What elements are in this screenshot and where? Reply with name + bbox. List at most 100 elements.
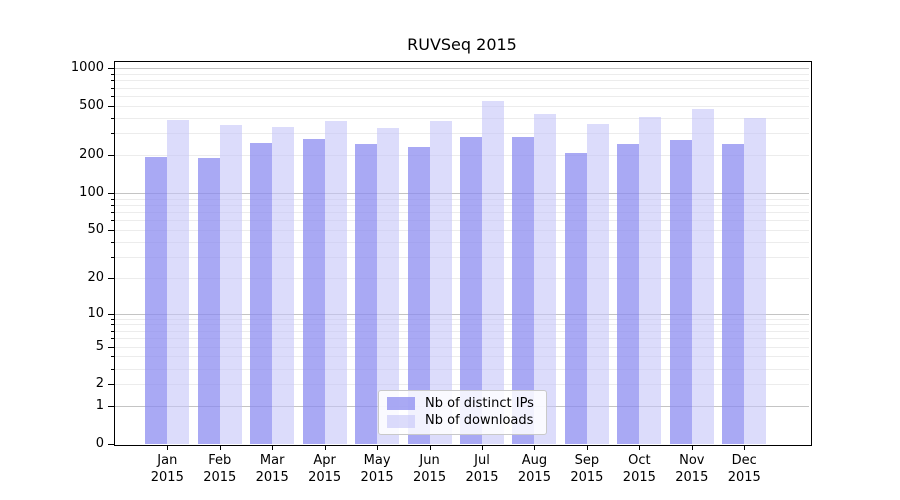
bar-distinct-ips-may bbox=[355, 143, 378, 444]
bar-distinct-ips-apr bbox=[302, 139, 325, 444]
y-minor-tick bbox=[111, 318, 114, 320]
y-minor-tick bbox=[111, 338, 114, 340]
gridline-minor bbox=[115, 117, 809, 119]
x-tick-label: Jun 2015 bbox=[413, 453, 447, 485]
y-tick bbox=[108, 406, 114, 408]
y-tick bbox=[108, 278, 114, 280]
x-tick bbox=[429, 445, 431, 450]
x-tick bbox=[167, 445, 169, 450]
y-tick-label: 0 bbox=[95, 436, 104, 451]
gridline-minor bbox=[115, 133, 809, 135]
bar-downloads-nov bbox=[691, 109, 714, 444]
gridline-major bbox=[115, 68, 809, 70]
bar-distinct-ips-jan bbox=[145, 157, 168, 444]
bar-downloads-dec bbox=[744, 118, 767, 444]
bar-distinct-ips-mar bbox=[250, 143, 273, 444]
x-tick bbox=[691, 445, 693, 450]
gridline-minor bbox=[115, 87, 809, 89]
bar-distinct-ips-aug bbox=[512, 136, 535, 444]
y-tick-label: 5 bbox=[95, 338, 104, 354]
y-tick bbox=[108, 313, 114, 315]
y-tick bbox=[108, 444, 114, 445]
x-tick-label: Oct 2015 bbox=[622, 453, 656, 485]
gridline-minor bbox=[115, 73, 809, 75]
y-tick bbox=[108, 384, 114, 386]
y-tick bbox=[108, 192, 114, 194]
bar-distinct-ips-oct bbox=[617, 144, 640, 444]
bar-distinct-ips-dec bbox=[722, 144, 745, 444]
x-tick bbox=[534, 445, 536, 450]
legend-swatch-distinct-ips bbox=[387, 397, 415, 411]
y-minor-tick bbox=[111, 204, 114, 206]
bar-downloads-sep bbox=[586, 124, 609, 444]
x-tick-label: Mar 2015 bbox=[255, 453, 289, 485]
legend: Nb of distinct IPs Nb of downloads bbox=[378, 390, 547, 435]
bar-downloads-jan bbox=[167, 119, 190, 444]
y-minor-tick bbox=[111, 87, 114, 89]
legend-label-downloads: Nb of downloads bbox=[425, 413, 534, 429]
y-tick-label: 200 bbox=[79, 147, 104, 163]
y-minor-tick bbox=[111, 356, 114, 358]
x-tick bbox=[377, 445, 379, 450]
y-minor-tick bbox=[111, 330, 114, 332]
y-tick-label: 2 bbox=[95, 376, 104, 392]
y-minor-tick bbox=[111, 80, 114, 82]
x-tick-label: Aug 2015 bbox=[517, 453, 551, 485]
bar-downloads-oct bbox=[639, 116, 662, 444]
x-tick bbox=[482, 445, 483, 450]
x-tick bbox=[639, 445, 641, 450]
legend-item-downloads: Nb of downloads bbox=[387, 414, 538, 428]
bar-downloads-aug bbox=[534, 113, 557, 444]
y-minor-tick bbox=[111, 220, 114, 222]
y-tick bbox=[108, 68, 114, 70]
x-tick-label: Nov 2015 bbox=[675, 453, 709, 485]
y-tick-label: 1 bbox=[95, 398, 104, 414]
bar-downloads-jun bbox=[429, 120, 452, 444]
bar-distinct-ips-jun bbox=[407, 146, 430, 444]
gridline-minor bbox=[115, 105, 809, 107]
x-tick-label: May 2015 bbox=[360, 453, 394, 485]
x-tick-label: Jan 2015 bbox=[150, 453, 184, 485]
bar-downloads-apr bbox=[324, 120, 347, 444]
y-tick bbox=[108, 230, 114, 232]
y-tick-label: 50 bbox=[87, 222, 104, 238]
legend-item-distinct-ips: Nb of distinct IPs bbox=[387, 395, 538, 411]
y-minor-tick bbox=[111, 257, 114, 259]
y-minor-tick bbox=[111, 324, 114, 326]
bar-distinct-ips-nov bbox=[669, 140, 692, 444]
y-tick bbox=[108, 155, 114, 157]
y-tick-label: 100 bbox=[79, 184, 104, 200]
y-minor-tick bbox=[111, 368, 114, 370]
bar-downloads-feb bbox=[219, 124, 242, 444]
legend-swatch-downloads bbox=[387, 414, 415, 428]
x-tick bbox=[219, 445, 221, 450]
y-minor-tick bbox=[111, 198, 114, 200]
y-minor-tick bbox=[111, 73, 114, 75]
bar-downloads-jul bbox=[482, 100, 504, 444]
x-tick-label: Sep 2015 bbox=[570, 453, 604, 485]
x-tick bbox=[744, 445, 746, 450]
x-tick-label: Dec 2015 bbox=[727, 453, 761, 485]
bar-distinct-ips-jul bbox=[460, 136, 482, 444]
bar-downloads-mar bbox=[272, 126, 295, 444]
y-minor-tick bbox=[111, 212, 114, 214]
y-tick-label: 20 bbox=[87, 270, 104, 286]
x-tick bbox=[324, 445, 326, 450]
y-minor-tick bbox=[111, 133, 114, 135]
bar-distinct-ips-feb bbox=[197, 158, 220, 444]
x-tick-label: Jul 2015 bbox=[465, 453, 499, 485]
gridline-minor bbox=[115, 80, 809, 82]
x-tick bbox=[586, 445, 588, 450]
y-tick bbox=[108, 346, 114, 348]
y-tick-label: 1000 bbox=[70, 60, 104, 76]
legend-label-distinct-ips: Nb of distinct IPs bbox=[425, 395, 534, 411]
y-tick bbox=[108, 105, 114, 107]
bar-distinct-ips-sep bbox=[564, 152, 587, 444]
x-tick bbox=[272, 445, 274, 450]
bar-downloads-may bbox=[377, 128, 400, 444]
x-tick-label: Feb 2015 bbox=[203, 453, 237, 485]
x-tick-label: Apr 2015 bbox=[308, 453, 342, 485]
y-minor-tick bbox=[111, 95, 114, 97]
y-tick-label: 10 bbox=[87, 305, 104, 321]
